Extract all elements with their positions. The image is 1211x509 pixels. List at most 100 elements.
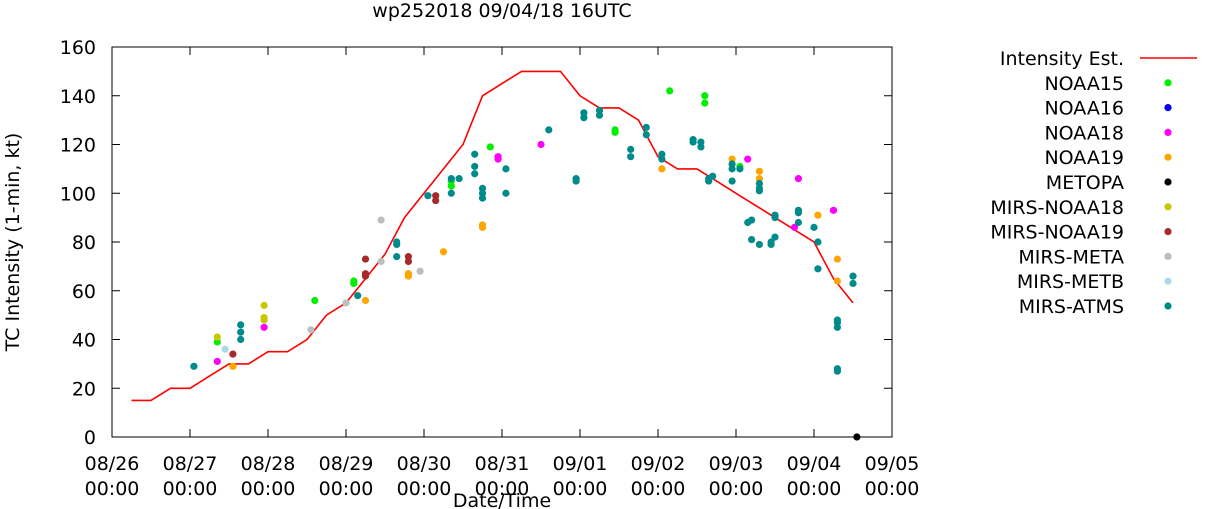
scatter-points: [190, 87, 861, 441]
legend-marker: [1164, 228, 1172, 236]
mirs-atms-point: [572, 175, 580, 183]
noaa15-point: [701, 99, 709, 107]
x-tick-label: 09/01: [553, 453, 608, 475]
mirs-atms-point: [736, 165, 744, 173]
noaa19-point: [833, 277, 842, 285]
x-tick-label: 08/31: [475, 453, 530, 475]
mirs-noaa19-point: [361, 255, 370, 263]
mirs-atms-point: [642, 131, 650, 139]
mirs-noaa18-point: [260, 301, 268, 309]
x-tick-label: 00:00: [631, 478, 686, 500]
noaa19-point: [478, 221, 487, 229]
mirs-atms-point: [393, 253, 401, 261]
noaa18-point: [744, 155, 752, 163]
mirs-noaa18-point: [213, 333, 221, 341]
x-tick-label: 09/05: [865, 453, 920, 475]
mirs-atms-point: [794, 218, 803, 227]
y-axis: 0 20 40 60 80 100 120 140 160: [60, 37, 892, 449]
mirs-atms-point: [393, 238, 401, 246]
noaa19-point: [404, 270, 412, 278]
legend-marker: [1164, 277, 1172, 285]
noaa18-point: [829, 206, 838, 214]
mirs-noaa19-point: [432, 192, 440, 200]
legend-label: MIRS-METB: [1017, 271, 1124, 293]
legend-label: MIRS-META: [1018, 246, 1124, 268]
legend-marker: [1164, 128, 1172, 136]
legend-label: MIRS-ATMS: [1019, 296, 1124, 318]
metopa-point: [853, 433, 861, 441]
x-tick-label: 09/03: [709, 453, 764, 475]
x-axis: 08/26 00:00 08/27 00:00 08/28 00:00 08/29 00:00…: [85, 47, 920, 500]
legend-label: Intensity Est.: [1000, 48, 1124, 70]
mirs-atms-point: [833, 316, 842, 324]
noaa19-point: [833, 255, 842, 263]
noaa19-point: [439, 248, 448, 256]
mirs-atms-point: [748, 216, 756, 224]
mirs-atms-point: [658, 150, 666, 158]
legend-label: NOAA19: [1044, 147, 1124, 169]
mirs-noaa18-point: [260, 313, 268, 322]
mirs-atms-point: [545, 126, 553, 134]
x-tick-label: 08/26: [85, 453, 140, 475]
legend-marker: [1164, 178, 1172, 186]
legend-marker: [1164, 203, 1172, 211]
mirs-atms-point: [354, 292, 362, 300]
mirs-atms-point: [478, 184, 487, 192]
mirs-atms-point: [771, 211, 779, 219]
mirs-atms-point: [190, 362, 198, 370]
noaa15-point: [350, 277, 358, 285]
legend-label: METOPA: [1046, 172, 1124, 194]
mirs-meta-point: [377, 216, 385, 224]
noaa19-point: [361, 296, 370, 305]
noaa18-point: [537, 140, 545, 149]
y-tick-label: 20: [72, 378, 96, 400]
x-tick-label: 00:00: [319, 478, 374, 500]
mirs-atms-point: [471, 162, 479, 171]
mirs-atms-point: [709, 172, 717, 180]
y-tick-label: 60: [72, 281, 96, 303]
mirs-atms-point: [502, 189, 510, 197]
y-tick-label: 80: [72, 232, 96, 254]
y-tick-label: 0: [84, 427, 96, 449]
mirs-atms-point: [447, 175, 455, 183]
y-tick-label: 40: [72, 330, 96, 352]
noaa15-point: [486, 143, 494, 151]
noaa18-point: [213, 357, 221, 366]
y-tick-label: 140: [60, 86, 96, 108]
mirs-atms-point: [689, 136, 697, 144]
mirs-atms-point: [849, 272, 857, 280]
mirs-atms-point: [455, 175, 463, 183]
mirs-atms-point: [755, 240, 764, 249]
x-tick-label: 00:00: [709, 478, 764, 500]
mirs-atms-point: [471, 150, 479, 158]
x-tick-label: 00:00: [241, 478, 296, 500]
mirs-atms-point: [810, 223, 818, 231]
plot-frame: [111, 46, 893, 438]
noaa19-point: [814, 211, 822, 219]
noaa15-point: [311, 296, 319, 305]
mirs-atms-point: [447, 189, 455, 197]
mirs-meta-point: [342, 299, 350, 307]
noaa15-point: [666, 87, 674, 95]
y-tick-label: 120: [60, 135, 96, 157]
x-tick-label: 08/30: [397, 453, 452, 475]
mirs-atms-point: [237, 321, 245, 329]
noaa19-point: [755, 167, 764, 175]
mirs-atms-point: [814, 238, 822, 246]
mirs-atms-point: [728, 177, 736, 185]
mirs-noaa19-point: [229, 350, 237, 358]
x-tick-label: 09/04: [787, 453, 842, 475]
mirs-noaa19-point: [404, 253, 412, 261]
intensity-est-line: [131, 70, 854, 402]
x-tick-label: 08/28: [241, 453, 296, 475]
mirs-atms-point: [595, 106, 604, 114]
legend-label: NOAA15: [1044, 73, 1124, 95]
noaa18-point: [790, 223, 799, 231]
mirs-atms-point: [767, 238, 775, 246]
mirs-atms-point: [627, 145, 635, 153]
x-axis-label: Date/Time: [453, 490, 551, 509]
mirs-atms-point: [755, 179, 764, 188]
mirs-atms-point: [771, 233, 779, 241]
